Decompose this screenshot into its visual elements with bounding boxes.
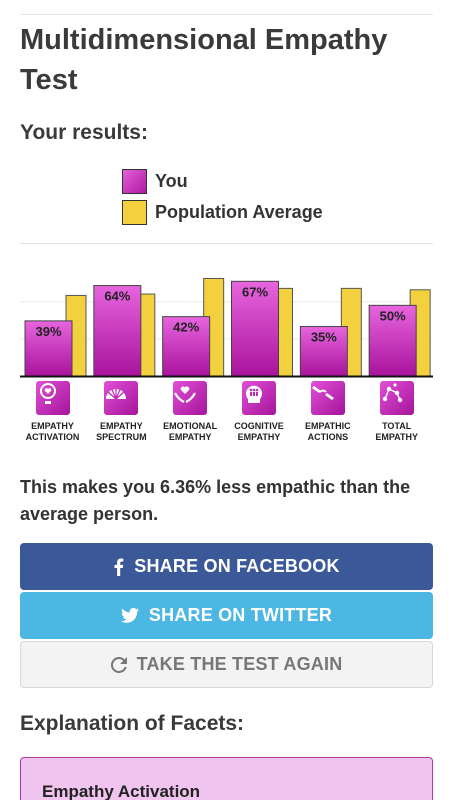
legend-item-average: Population Average [122, 198, 323, 226]
facet-label-3: COGNITIVE EMPATHY [223, 421, 295, 443]
results-heading: Your results: [20, 121, 148, 144]
facet-label-line1: EMPATHY [99, 421, 143, 431]
head-people-icon [242, 381, 276, 415]
head-heart-icon [35, 381, 70, 415]
facet-label-1: EMPATHY SPECTRUM [85, 421, 157, 443]
chart-legend: You Population Average [122, 167, 323, 229]
facet-label-line2: ACTIONS [307, 432, 349, 442]
facet-label-line2: SPECTRUM [96, 432, 147, 442]
facebook-icon [113, 558, 124, 576]
facet-label-line2: EMPATHY [168, 432, 212, 442]
top-divider [20, 14, 433, 15]
bar-value-label-4: 35% [311, 330, 337, 345]
bar-value-label-2: 42% [173, 320, 199, 335]
facet-label-line1: EMPATHIC [304, 421, 351, 431]
results-bar-chart: 39% 64% 42% 67% 35% 50% [20, 277, 433, 378]
facet-label-0: EMPATHY ACTIVATION [17, 421, 89, 443]
facet-label-line1: EMPATHY [31, 421, 74, 431]
facet-card-title: Empathy Activation [42, 782, 201, 800]
legend-divider [20, 243, 433, 244]
share-twitter-button[interactable]: SHARE ON TWITTER [20, 592, 433, 639]
retake-test-button[interactable]: TAKE THE TEST AGAIN [20, 641, 433, 688]
legend-swatch-average [122, 199, 147, 225]
facet-label-line2: EMPATHY [375, 432, 418, 442]
bar-value-label-5: 50% [380, 308, 406, 323]
facet-label-5: TOTAL EMPATHY [361, 421, 433, 443]
bar-value-label-0: 39% [35, 324, 61, 339]
facet-label-2: EMOTIONAL EMPATHY [154, 421, 226, 443]
share-facebook-label: SHARE ON FACEBOOK [134, 556, 340, 576]
explanation-heading: Explanation of Facets: [20, 712, 245, 735]
bar-value-label-3: 67% [242, 284, 268, 299]
bar-value-label-1: 64% [104, 289, 130, 304]
bar-you-2 [162, 316, 211, 377]
facet-label-line1: COGNITIVE [234, 421, 284, 431]
bar-you-0 [24, 320, 73, 377]
result-summary: This makes you 6.36% less empathic than … [20, 477, 411, 524]
facet-card-empathy-activation[interactable]: Empathy Activation [20, 757, 433, 800]
helping-hands-icon [310, 381, 345, 415]
bar-you-4 [299, 326, 348, 377]
refresh-icon [110, 656, 127, 673]
facet-label-line1: TOTAL [382, 421, 412, 431]
share-twitter-label: SHARE ON TWITTER [148, 605, 333, 625]
hands-heart-icon [173, 381, 208, 415]
network-icon [379, 381, 414, 415]
bar-you-3 [231, 280, 279, 377]
retake-test-label: TAKE THE TEST AGAIN [136, 654, 343, 674]
facet-label-line2: ACTIVATION [25, 432, 80, 442]
facet-label-4: EMPATHIC ACTIONS [292, 421, 364, 443]
results-chart: 39% 64% 42% 67% 35% 50% EMPATHY ACTIVATION EMPA… [20, 270, 433, 450]
legend-item-you: You [122, 167, 323, 195]
legend-swatch-you [122, 168, 147, 194]
share-facebook-button[interactable]: SHARE ON FACEBOOK [20, 543, 433, 590]
legend-label-average: Population Average [155, 201, 323, 222]
legend-label-you: You [155, 170, 188, 191]
facet-label-line1: EMOTIONAL [163, 421, 218, 431]
twitter-icon [120, 608, 139, 623]
page-title: Multidimensional Empathy Test [20, 24, 388, 96]
facet-label-line2: EMPATHY [237, 432, 281, 442]
spectrum-fan-icon [104, 381, 139, 415]
